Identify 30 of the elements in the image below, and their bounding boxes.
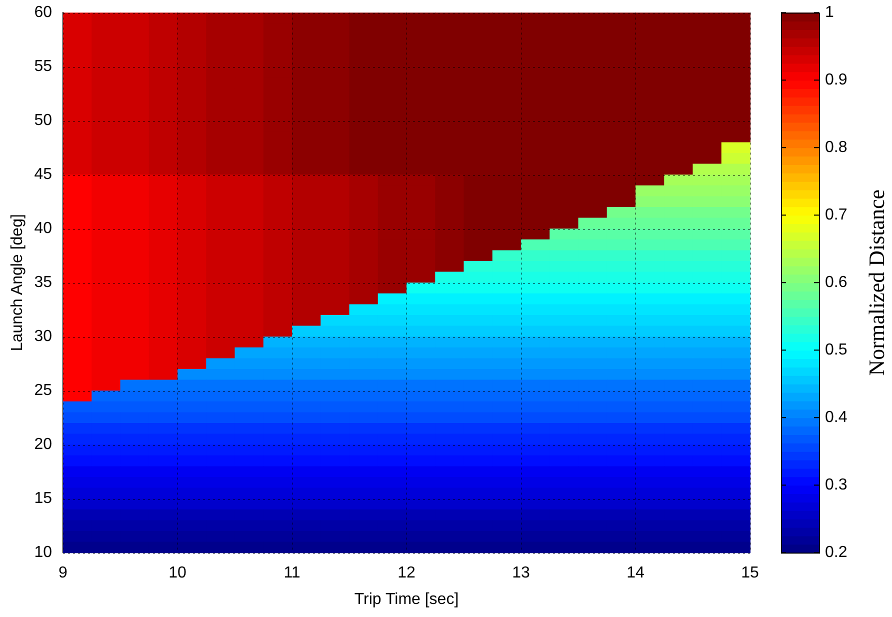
x-tick-label: 9 [58,564,68,582]
color-bar-label: 0.4 [825,409,848,426]
color-bar-title: Normalized Distance [864,189,889,376]
y-tick-label: 55 [34,58,52,76]
y-tick-label: 30 [34,328,52,346]
y-tick-label: 20 [34,436,52,454]
y-tick-label: 15 [34,490,52,508]
x-tick-label: 11 [284,564,300,582]
color-bar-label: 0.6 [825,274,848,292]
color-bar-label: 0.7 [825,206,848,224]
y-tick-label: 60 [34,4,52,22]
y-tick-label: 10 [34,544,52,562]
y-tick-label: 35 [34,274,52,292]
color-bar-label: 0.9 [825,72,848,89]
y-tick-label: 50 [34,112,52,130]
x-tick-label: 12 [398,564,416,582]
color-bar-label: 0.5 [825,342,848,359]
x-axis-title: Trip Time [sec] [354,590,459,608]
color-bar-label: 0.2 [825,544,848,562]
y-axis-title: Launch Angle [deg] [9,214,26,352]
x-tick-label: 13 [512,564,530,582]
x-tick-label: 10 [168,564,186,582]
x-tick-label: 14 [626,564,644,582]
y-tick-label: 25 [34,382,52,400]
y-tick-label: 40 [34,220,52,238]
color-bar-label: 0.3 [825,476,848,494]
y-tick-label: 45 [34,166,52,184]
color-bar-label: 0.8 [825,139,848,156]
x-tick-label: 15 [741,564,759,582]
color-bar-label: 1 [825,4,834,22]
